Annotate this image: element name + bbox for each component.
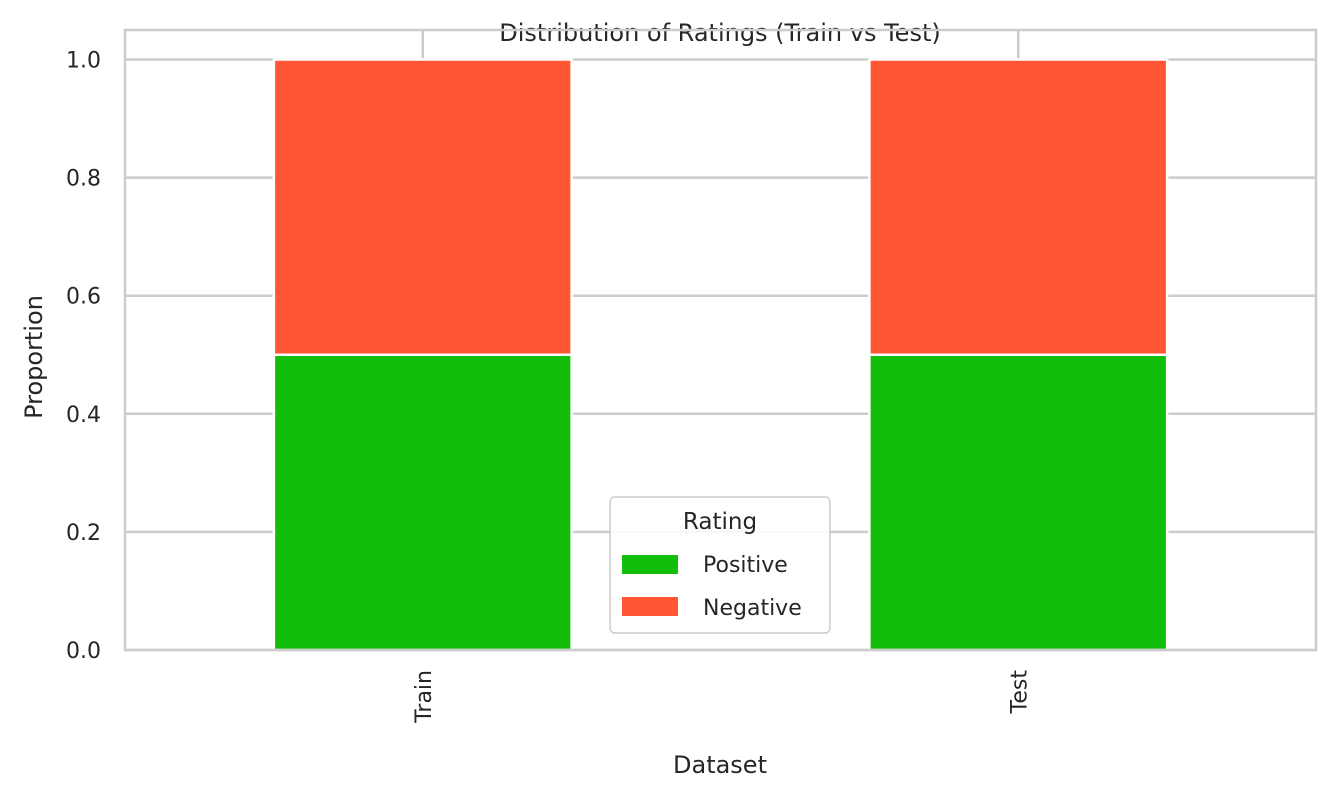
x-tick-label: Test	[1007, 670, 1032, 715]
legend-label-positive: Positive	[703, 553, 788, 578]
bar-test-positive	[868, 353, 1169, 652]
plot-frame	[123, 28, 1318, 652]
y-tick-label: 0.6	[66, 285, 101, 310]
legend-label-negative: Negative	[703, 596, 802, 621]
x-axis-title: Dataset	[673, 751, 767, 779]
y-tick-label: 0.2	[66, 521, 101, 546]
x-tick-label: Train	[412, 670, 437, 724]
legend-title: Rating	[683, 509, 757, 535]
bar-train-negative	[272, 58, 573, 357]
y-tick-label: 0.4	[66, 403, 101, 428]
bar-test-negative	[868, 58, 1169, 357]
y-tick-label: 1.0	[66, 49, 101, 74]
bars	[272, 58, 1169, 652]
y-tick-label: 0.0	[66, 639, 101, 664]
legend-swatch-negative	[622, 597, 678, 616]
chart-title: Distribution of Ratings (Train vs Test)	[499, 19, 940, 47]
y-axis-title: Proportion	[20, 295, 48, 419]
x-tick-labels: Train Test	[412, 670, 1033, 724]
legend-swatch-positive	[622, 555, 678, 574]
legend: Rating Positive Negative	[609, 496, 831, 634]
y-tick-label: 0.8	[66, 167, 101, 192]
y-tick-labels: 0.0 0.2 0.4 0.6 0.8 1.0	[66, 49, 101, 664]
bar-train-positive	[272, 353, 573, 652]
